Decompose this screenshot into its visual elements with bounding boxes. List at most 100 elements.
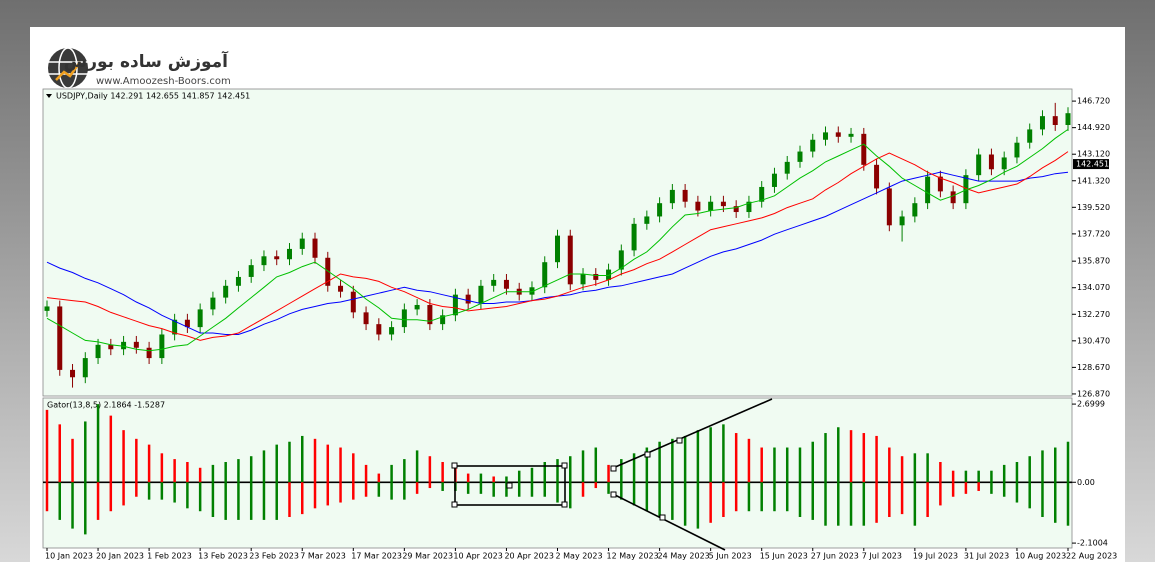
x-tick-label: 29 Mar 2023 <box>402 552 453 561</box>
moving-average <box>46 151 1069 341</box>
y-tick-label: 130.470 <box>1077 336 1110 345</box>
x-tick-label: 20 Apr 2023 <box>504 552 553 561</box>
candle-body <box>82 358 88 378</box>
candle-body <box>886 188 892 226</box>
x-tick-label: 27 Jun 2023 <box>811 552 859 561</box>
y-tick-label: 143.120 <box>1077 150 1110 159</box>
y-tick-label: 132.270 <box>1077 310 1110 319</box>
candle-body <box>108 344 114 350</box>
candle-body <box>210 297 216 310</box>
candle-body <box>274 256 280 260</box>
candle-body <box>835 132 841 137</box>
y-tick-label: 0.00 <box>1077 478 1095 487</box>
collapse-arrow <box>46 94 52 98</box>
candle-body <box>937 176 943 192</box>
x-tick-label: 23 Feb 2023 <box>249 552 299 561</box>
candle-body <box>70 369 76 378</box>
y-tick-label: -2.1004 <box>1077 539 1108 548</box>
candle-body <box>299 238 305 249</box>
candle-body <box>261 256 267 266</box>
candle-body <box>465 294 471 304</box>
candle-body <box>248 265 254 277</box>
candle-body <box>950 191 956 204</box>
candle-body <box>172 319 178 335</box>
y-tick-label: 128.670 <box>1077 363 1110 372</box>
y-tick-label: 146.720 <box>1077 97 1110 106</box>
candle-body <box>1014 142 1020 158</box>
indicator-title: Gator(13,8,5) 2.1864 -1.5287 <box>47 401 165 410</box>
x-tick-label: 5 Jun 2023 <box>709 552 752 561</box>
annotations <box>451 398 773 551</box>
candle-body <box>810 139 816 152</box>
x-tick-label: 31 Jul 2023 <box>964 552 1009 561</box>
candle-body <box>529 287 535 295</box>
candle-body <box>682 189 688 202</box>
candle-body <box>899 216 905 226</box>
candle-body <box>644 216 650 224</box>
y-tick-label: 134.070 <box>1077 283 1110 292</box>
candle-body <box>427 304 433 325</box>
candle-body <box>567 235 573 285</box>
candle-body <box>555 235 560 263</box>
candle-body <box>1039 116 1045 130</box>
y-tick-label: 135.870 <box>1077 257 1110 266</box>
candle-body <box>440 315 446 325</box>
candle-body <box>503 279 509 289</box>
x-tick-label: 10 Aug 2023 <box>1015 552 1066 561</box>
candle-body <box>542 262 548 288</box>
x-tick-label: 12 May 2023 <box>607 552 659 561</box>
x-tick-label: 24 May 2023 <box>658 552 710 561</box>
candle-body <box>325 257 331 286</box>
x-tick-label: 15 Jun 2023 <box>760 552 808 561</box>
candle-body <box>363 312 369 325</box>
candle-body <box>580 273 586 285</box>
candle-body <box>746 201 752 213</box>
candle-body <box>1027 129 1033 143</box>
x-tick-label: 20 Jan 2023 <box>96 552 144 561</box>
candle-body <box>44 306 50 311</box>
candle-body <box>235 276 241 286</box>
x-tick-label: 10 Apr 2023 <box>453 552 502 561</box>
candle-body <box>708 201 714 211</box>
candle-body <box>631 223 637 251</box>
candle-body <box>823 132 829 140</box>
candle-body <box>223 285 229 298</box>
candle-body <box>350 291 356 313</box>
logo-icon <box>48 47 88 89</box>
candle-body <box>606 269 612 280</box>
candle-body <box>389 327 395 335</box>
candle-body <box>146 347 152 359</box>
plot: 146.720 144.920 143.120 141.320 139.520 137.7… <box>43 97 1117 561</box>
candle-body <box>912 203 918 217</box>
candle-body <box>759 186 765 202</box>
candle-body <box>401 309 407 328</box>
candle-body <box>414 304 420 310</box>
x-tick-label: 10 Jan 2023 <box>45 552 93 561</box>
candle-body <box>784 161 790 174</box>
chart-title: USDJPY,Daily 142.291 142.655 141.857 142… <box>56 92 250 101</box>
x-tick-label: 22 Aug 2023 <box>1066 552 1117 561</box>
moving-average <box>46 128 1069 352</box>
candle-body <box>976 154 982 176</box>
candle-body <box>159 334 165 359</box>
candle-body <box>618 250 624 270</box>
candle-body <box>695 201 701 211</box>
candle-body <box>720 201 726 207</box>
candle-body <box>57 306 63 370</box>
candle-body <box>121 341 127 350</box>
candle-body <box>733 206 739 213</box>
x-tick-label: 7 Mar 2023 <box>300 552 346 561</box>
candle-body <box>861 133 867 165</box>
candle-body <box>1065 113 1071 125</box>
candle-body <box>1001 157 1007 170</box>
candle-body <box>848 133 854 137</box>
candle-body <box>478 285 484 304</box>
candle-body <box>376 324 382 335</box>
x-tick-label: 13 Feb 2023 <box>198 552 248 561</box>
candle-body <box>1052 116 1058 125</box>
candle-body <box>771 173 777 187</box>
candle-body <box>925 176 931 204</box>
candle-body <box>669 189 675 204</box>
logo-title: آموزش ساده بورس <box>64 50 229 72</box>
